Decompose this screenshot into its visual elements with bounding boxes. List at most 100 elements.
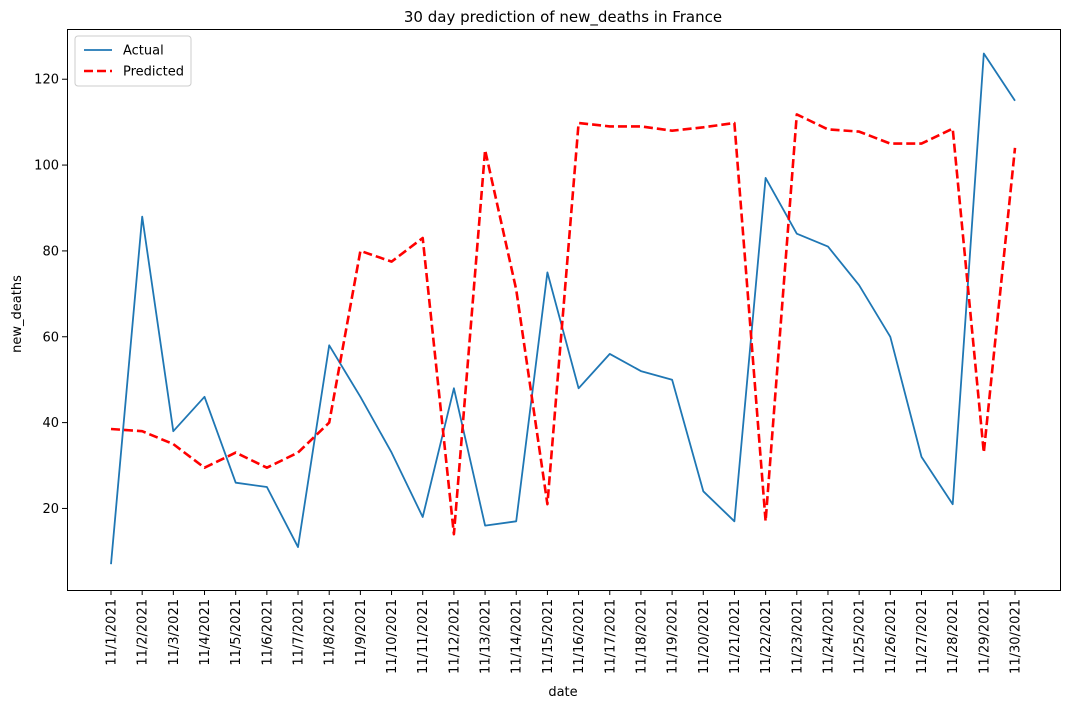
- data-point-predicted: [982, 451, 985, 454]
- data-point-predicted: [671, 129, 674, 132]
- data-point-predicted: [546, 503, 549, 506]
- data-point-predicted: [889, 142, 892, 145]
- x-tick-label: 11/17/2021: [603, 599, 618, 674]
- x-tick-label: 11/5/2021: [229, 599, 244, 666]
- data-point-actual: [951, 503, 954, 506]
- data-point-actual: [234, 481, 237, 484]
- data-point-predicted: [421, 237, 424, 240]
- x-tick-label: 11/4/2021: [198, 599, 213, 666]
- data-point-actual: [608, 352, 611, 355]
- data-point-predicted: [515, 288, 518, 291]
- data-point-predicted: [265, 466, 268, 469]
- x-tick-label: 11/27/2021: [915, 599, 930, 674]
- data-point-predicted: [858, 130, 861, 133]
- data-point-predicted: [328, 421, 331, 424]
- data-point-predicted: [203, 466, 206, 469]
- x-tick-label: 11/22/2021: [759, 599, 774, 674]
- data-point-actual: [920, 455, 923, 458]
- x-tick-label: 11/7/2021: [292, 599, 307, 666]
- x-tick-label: 11/24/2021: [821, 599, 836, 674]
- data-point-actual: [858, 284, 861, 287]
- data-point-predicted: [484, 149, 487, 152]
- legend: Actual Predicted: [74, 35, 192, 87]
- x-tick-label: 11/25/2021: [853, 599, 868, 674]
- x-axis-label: date: [548, 685, 577, 700]
- x-tick-label: 11/1/2021: [105, 599, 120, 666]
- data-point-predicted: [826, 128, 829, 131]
- x-tick-label: 11/28/2021: [946, 599, 961, 674]
- series-lines: [110, 52, 1017, 566]
- y-axis-label: new_deaths: [10, 275, 25, 353]
- x-tick-label: 11/20/2021: [697, 599, 712, 674]
- data-point-actual: [889, 335, 892, 338]
- x-tick-label: 11/26/2021: [884, 599, 899, 674]
- chart-title: 30 day prediction of new_deaths in Franc…: [404, 8, 722, 27]
- data-point-actual: [421, 516, 424, 519]
- x-tick-label: 11/6/2021: [260, 599, 275, 666]
- data-point-actual: [546, 271, 549, 274]
- data-point-predicted: [141, 430, 144, 433]
- data-point-predicted: [1014, 146, 1017, 149]
- data-point-actual: [359, 395, 362, 398]
- data-point-predicted: [172, 443, 175, 446]
- data-point-actual: [795, 232, 798, 235]
- y-tick-label: 40: [42, 416, 59, 431]
- data-point-predicted: [733, 122, 736, 125]
- data-point-actual: [452, 387, 455, 390]
- x-tick-label: 11/2/2021: [136, 599, 151, 666]
- series-line-actual: [110, 52, 1016, 565]
- plot-area-frame: [67, 29, 1061, 591]
- axis-ticks: 11/1/2021 11/2/2021 11/3/2021 11/4/2021 11/5…: [34, 73, 1023, 674]
- data-point-actual: [577, 387, 580, 390]
- data-point-actual: [733, 520, 736, 523]
- data-point-actual: [110, 563, 113, 566]
- data-point-predicted: [359, 249, 362, 252]
- data-point-actual: [671, 378, 674, 381]
- x-tick-label: 11/10/2021: [385, 599, 400, 674]
- x-tick-label: 11/13/2021: [479, 599, 494, 674]
- x-tick-label: 11/12/2021: [447, 599, 462, 674]
- data-point-predicted: [577, 122, 580, 125]
- data-point-actual: [141, 215, 144, 218]
- data-point-actual: [297, 546, 300, 549]
- x-tick-label: 11/8/2021: [323, 599, 338, 666]
- data-point-predicted: [110, 428, 113, 431]
- x-tick-label: 11/14/2021: [510, 599, 525, 674]
- x-tick-label: 11/23/2021: [790, 599, 805, 674]
- data-point-actual: [639, 370, 642, 373]
- x-tick-label: 11/3/2021: [167, 599, 182, 666]
- y-tick-label: 100: [34, 159, 59, 174]
- data-point-predicted: [390, 260, 393, 263]
- data-point-predicted: [764, 520, 767, 523]
- data-point-actual: [982, 52, 985, 55]
- x-tick-label: 11/21/2021: [728, 599, 743, 674]
- x-tick-label: 11/11/2021: [416, 599, 431, 674]
- data-point-actual: [515, 520, 518, 523]
- data-point-predicted: [920, 142, 923, 145]
- data-point-actual: [764, 176, 767, 179]
- y-tick-label: 80: [42, 244, 59, 259]
- y-tick-label: 120: [34, 73, 59, 88]
- data-point-actual: [484, 524, 487, 527]
- x-tick-label: 11/19/2021: [666, 599, 681, 674]
- data-point-actual: [203, 395, 206, 398]
- data-point-predicted: [639, 125, 642, 128]
- y-tick-label: 20: [42, 502, 59, 517]
- data-point-predicted: [452, 533, 455, 536]
- x-tick-label: 11/9/2021: [354, 599, 369, 666]
- data-point-predicted: [234, 451, 237, 454]
- x-tick-label: 11/15/2021: [541, 599, 556, 674]
- legend-box: [74, 35, 192, 87]
- data-point-predicted: [702, 126, 705, 129]
- legend-label-predicted: Predicted: [123, 65, 184, 80]
- legend-label-actual: Actual: [123, 44, 164, 59]
- data-point-actual: [265, 485, 268, 488]
- data-point-actual: [172, 430, 175, 433]
- series-line-predicted: [110, 113, 1017, 536]
- data-point-predicted: [608, 125, 611, 128]
- x-tick-label: 11/30/2021: [1009, 599, 1024, 674]
- y-tick-label: 60: [42, 330, 59, 345]
- data-point-predicted: [795, 113, 798, 116]
